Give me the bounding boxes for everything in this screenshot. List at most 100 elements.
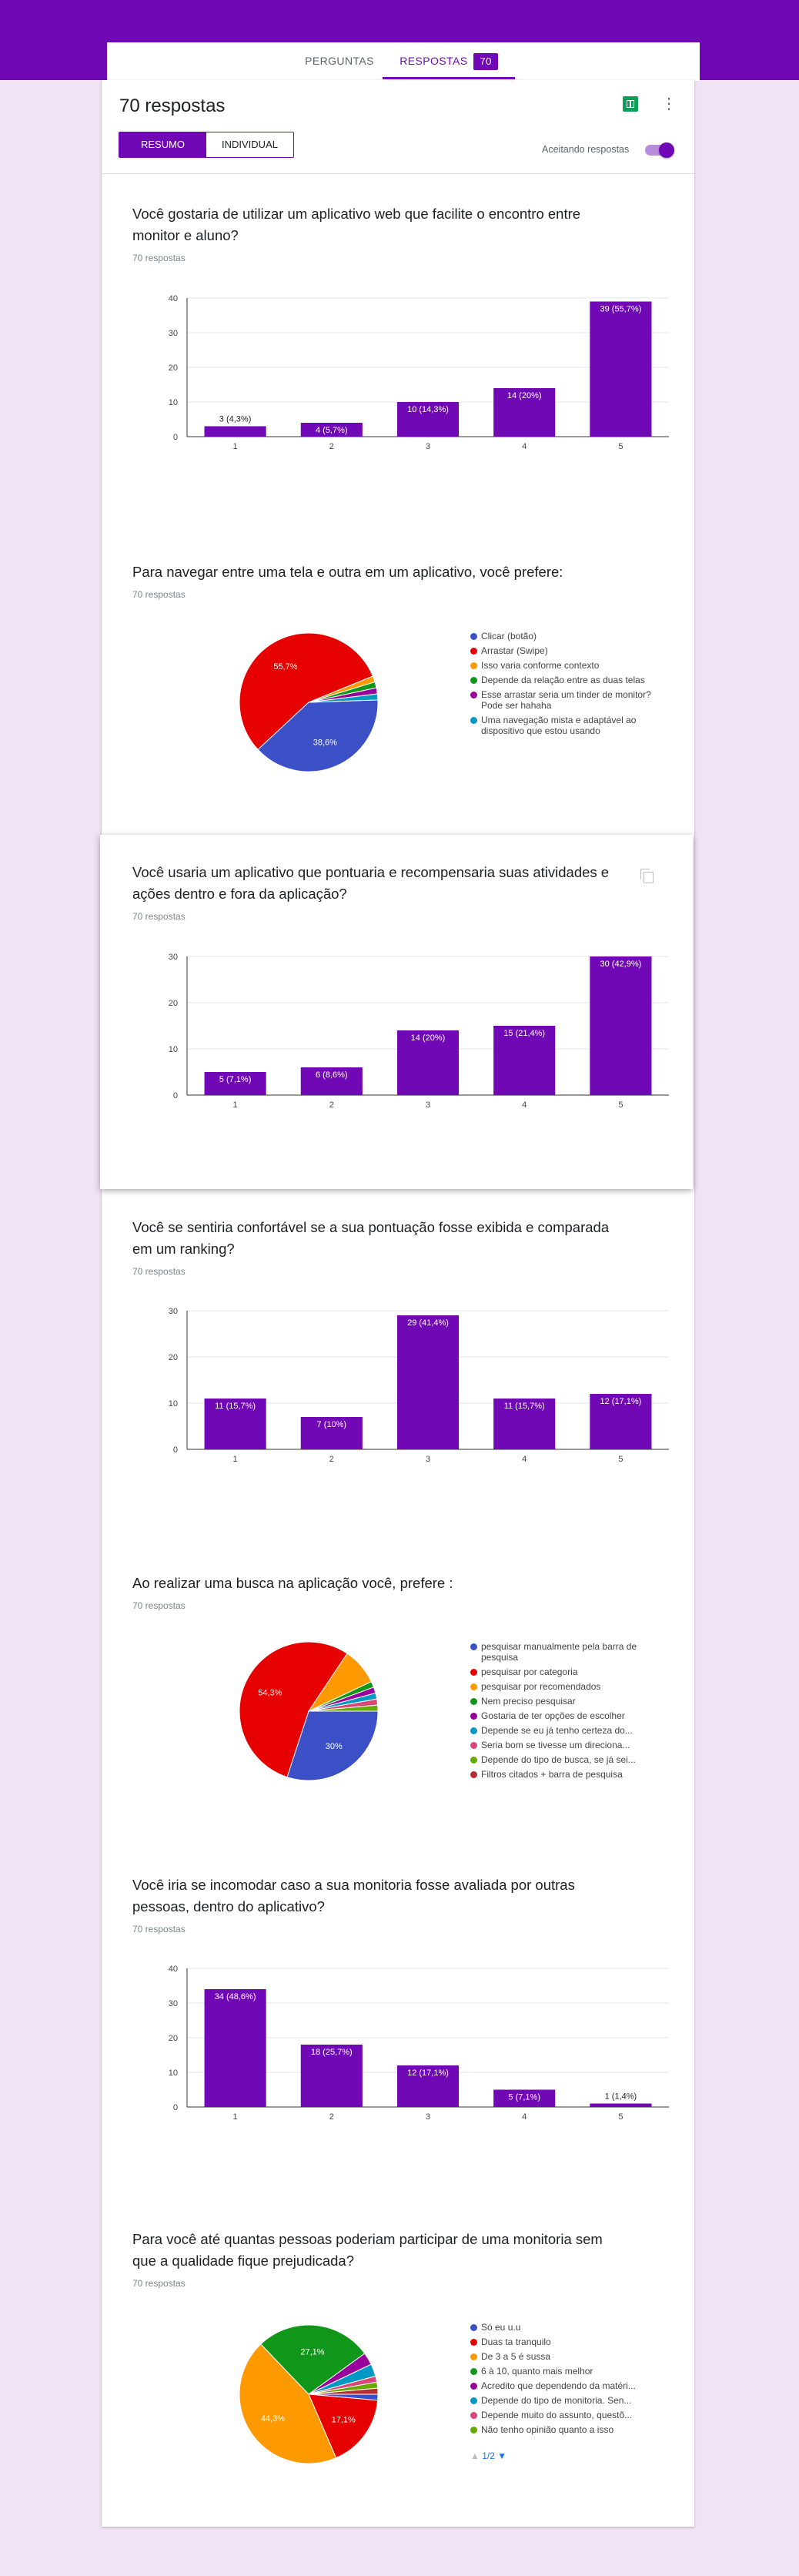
pie-slice	[308, 1704, 379, 1712]
bar	[204, 1072, 266, 1095]
legend-swatch	[470, 717, 477, 724]
bar	[590, 301, 652, 437]
legend-label: pesquisar por recomendados	[481, 1681, 601, 1692]
legend-label: Acredito que dependendo da matéri...	[481, 2380, 636, 2391]
bar	[204, 426, 266, 437]
legend-item: pesquisar por recomendados	[470, 1681, 658, 1692]
legend-swatch	[470, 692, 477, 698]
pie-slice	[260, 2324, 366, 2395]
legend-label: Duas ta tranquilo	[481, 2336, 551, 2347]
response-count: 70 respostas	[132, 589, 186, 600]
pager-label: 1/2	[482, 2450, 495, 2461]
data-label: 15 (21,4%)	[503, 1029, 545, 1038]
legend-label: Seria bom se tivesse um direciona...	[481, 1740, 630, 1750]
data-label: 14 (20%)	[507, 391, 542, 400]
accepting-responses-toggle[interactable]	[645, 142, 674, 158]
y-tick-label: 20	[169, 1353, 178, 1362]
response-count: 70 respostas	[132, 253, 186, 263]
x-tick-label: 1	[233, 1100, 238, 1110]
data-label: 14 (20%)	[411, 1033, 446, 1043]
summary-button[interactable]: RESUMO	[119, 132, 206, 157]
slice-label: 30%	[326, 1742, 343, 1751]
bar	[300, 1417, 363, 1449]
data-label: 10 (14,3%)	[407, 405, 449, 414]
x-tick-label: 5	[618, 2112, 623, 2122]
data-label: 5 (7,1%)	[219, 1075, 252, 1084]
legend-item: Seria bom se tivesse um direciona...	[470, 1740, 658, 1750]
legend-swatch	[470, 633, 477, 640]
question-title: Ao realizar uma busca na aplicação você,…	[132, 1575, 453, 1591]
data-label: 29 (41,4%)	[407, 1318, 449, 1328]
legend-swatch	[470, 2397, 477, 2404]
data-label: 3 (4,3%)	[219, 415, 252, 424]
bar	[300, 423, 363, 437]
pie-slice	[239, 2343, 337, 2464]
legend-label: Gostaria de ter opções de escolher	[481, 1710, 625, 1721]
y-tick-label: 20	[169, 2034, 178, 2043]
slice-label: 17,1%	[332, 2416, 356, 2425]
tab-responses-label: RESPOSTAS	[400, 55, 468, 67]
sheets-icon[interactable]	[623, 96, 638, 112]
legend-item: Gostaria de ter opções de escolher	[470, 1710, 658, 1721]
data-label: 4 (5,7%)	[316, 426, 348, 435]
individual-button[interactable]: INDIVIDUAL	[222, 139, 278, 150]
legend-swatch	[470, 2353, 477, 2360]
legend-pager[interactable]: ▲ 1/2 ▼	[470, 2450, 506, 2461]
legend-item: Nem preciso pesquisar	[470, 1696, 658, 1707]
legend-item: pesquisar manualmente pela barra de pesq…	[470, 1641, 658, 1663]
y-tick-label: 30	[169, 1307, 178, 1316]
legend-label: Depende se eu já tenho certeza do...	[481, 1725, 633, 1736]
legend-swatch	[470, 1713, 477, 1720]
bar	[493, 1399, 556, 1449]
copy-icon[interactable]	[640, 869, 654, 883]
legend-label: Nem preciso pesquisar	[481, 1696, 576, 1707]
legend-label: Uma navegação mista e adaptável ao dispo…	[481, 715, 637, 736]
tab-responses[interactable]: RESPOSTAS 70	[383, 42, 515, 79]
y-tick-label: 10	[169, 1399, 178, 1409]
y-tick-label: 20	[169, 363, 178, 373]
x-tick-label: 3	[426, 2112, 430, 2122]
legend-label: Depende do tipo de busca, se já sei...	[481, 1754, 636, 1765]
tab-questions[interactable]: PERGUNTAS	[286, 42, 393, 79]
data-label: 11 (15,7%)	[215, 1402, 256, 1411]
legend-label: Depende muito do assunto, questõ...	[481, 2410, 633, 2420]
legend-label: Depende da relação entre as duas telas	[481, 675, 645, 685]
x-tick-label: 4	[522, 1455, 527, 1464]
legend-item: Depende muito do assunto, questõ...	[470, 2410, 658, 2420]
legend-swatch	[470, 2339, 477, 2346]
x-tick-label: 4	[522, 442, 527, 451]
bar	[396, 2065, 460, 2107]
y-tick-label: 10	[169, 398, 178, 407]
legend-item: Arrastar (Swipe)	[470, 645, 658, 656]
legend-swatch	[470, 1727, 477, 1734]
legend-label: Isso varia conforme contexto	[481, 660, 600, 671]
x-tick-label: 3	[426, 1100, 430, 1110]
x-tick-label: 2	[329, 1100, 334, 1110]
view-toggle: RESUMO INDIVIDUAL	[119, 132, 294, 158]
x-tick-label: 2	[329, 2112, 334, 2122]
x-tick-label: 1	[233, 1455, 238, 1464]
data-label: 7 (10%)	[317, 1420, 347, 1429]
pie-slice	[239, 1641, 348, 1778]
data-label: 5 (7,1%)	[508, 2093, 540, 2102]
data-label: 34 (48,6%)	[215, 1992, 256, 2002]
pager-down-icon[interactable]: ▼	[497, 2450, 507, 2461]
legend-swatch	[470, 1683, 477, 1690]
more-vert-icon[interactable]: ⋮	[661, 95, 677, 112]
legend-item: De 3 a 5 é sussa	[470, 2351, 658, 2362]
legend-label: Não tenho opinião quanto a isso	[481, 2424, 614, 2435]
response-count: 70 respostas	[132, 911, 186, 922]
legend-swatch	[470, 1669, 477, 1676]
legend-item: Depende da relação entre as duas telas	[470, 675, 658, 685]
pager-up-icon[interactable]: ▲	[470, 2450, 480, 2461]
y-tick-label: 20	[169, 999, 178, 1008]
legend-item: Duas ta tranquilo	[470, 2336, 658, 2347]
pie-slice	[308, 2387, 379, 2395]
question-title: Você se sentiria confortável se a sua po…	[132, 1219, 610, 1257]
response-count: 70 respostas	[132, 1266, 186, 1277]
bar	[493, 388, 556, 437]
legend-item: 6 à 10, quanto mais melhor	[470, 2366, 658, 2377]
legend-item: Uma navegação mista e adaptável ao dispo…	[470, 715, 658, 736]
legend-label: Depende do tipo de monitoria. Sen...	[481, 2395, 632, 2406]
legend-swatch	[470, 2368, 477, 2375]
